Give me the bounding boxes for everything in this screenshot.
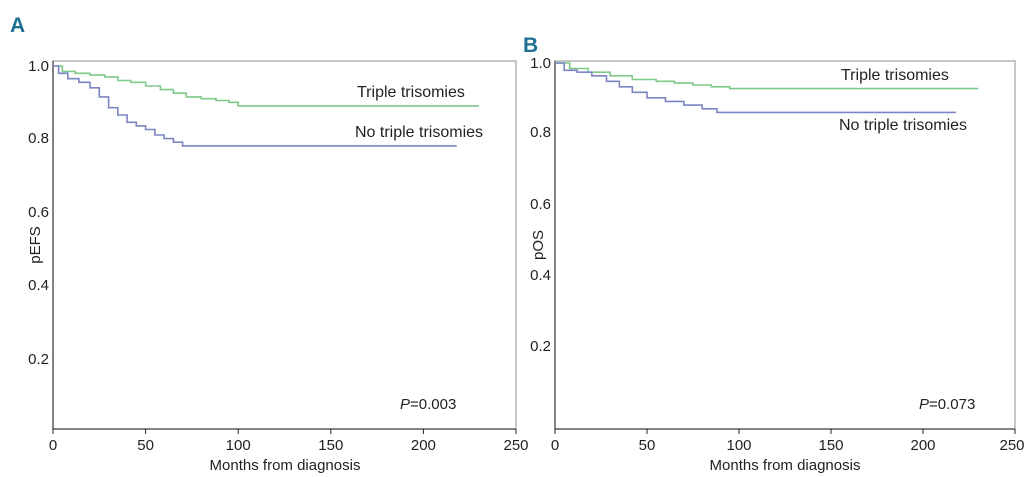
panel-a-x-tick-label: 100 (226, 437, 251, 454)
panel-a-series-label-no-triple-trisomies: No triple trisomies (355, 124, 483, 141)
panel-b-y-tick-label: 0.4 (530, 267, 551, 284)
panel-b-x-tick-label: 250 (999, 437, 1024, 454)
panel-b-x-tick-label: 200 (910, 437, 935, 454)
panel-b-y-tick-label: 1.0 (530, 55, 551, 72)
panel-a-y-tick-label: 0.4 (28, 277, 49, 294)
panel-b-y-tick-label: 0.8 (530, 124, 551, 141)
panel-b-x-tick-label: 50 (639, 437, 656, 454)
panel-a-x-tick-label: 200 (411, 437, 436, 454)
panel-a-x-tick-label: 0 (49, 437, 57, 454)
panel-b-y-tick-label: 0.6 (530, 196, 551, 213)
panel-a-y-axis-label: pEFS (27, 226, 44, 264)
panel-a-y-tick-label: 0.2 (28, 351, 49, 368)
panel-a-y-tick-label: 0.8 (28, 130, 49, 147)
panel-a-y-ticks: 1.0 0.8 0.6 0.4 0.2 (28, 58, 49, 368)
panel-b-p-value: P=0.073 (919, 396, 975, 413)
panel-a-letter: A (10, 14, 25, 37)
panel-a-plot-frame (52, 60, 517, 430)
panel-a-x-tick-label: 250 (503, 437, 528, 454)
panel-b-series-label-triple-trisomies: Triple trisomies (841, 67, 949, 84)
panel-b-x-tick-label: 150 (818, 437, 843, 454)
panel-b-y-tick-label: 0.2 (530, 338, 551, 355)
panel-a-p-value-number: =0.003 (410, 396, 456, 413)
panel-a-p-value-letter: P (400, 396, 410, 413)
panel-b-x-tick-label: 0 (551, 437, 559, 454)
panel-a-p-value: P=0.003 (400, 396, 456, 413)
panel-b-letter: B (523, 34, 538, 57)
panel-a-series-no-triple-trisomies-line (53, 65, 457, 147)
panel-b-y-ticks: 1.0 0.8 0.6 0.4 0.2 (530, 55, 551, 355)
panel-b-p-value-letter: P (919, 396, 929, 413)
panel-a-x-ticks: 0 50 100 150 200 250 (49, 429, 529, 454)
panel-a-series-label-triple-trisomies: Triple trisomies (357, 84, 465, 101)
panel-a-y-tick-label: 1.0 (28, 58, 49, 75)
panel-a-y-tick-label: 0.6 (28, 204, 49, 221)
panel-b-series-no-triple-trisomies-line (555, 62, 957, 114)
panel-a-x-axis-label: Months from diagnosis (210, 457, 361, 474)
panel-a-x-tick-label: 50 (137, 437, 154, 454)
panel-b-x-axis-label: Months from diagnosis (710, 457, 861, 474)
panel-b-p-value-number: =0.073 (929, 396, 975, 413)
panel-b-series-label-no-triple-trisomies: No triple trisomies (839, 117, 967, 134)
panel-a-series-triple-trisomies-line (53, 65, 479, 107)
panel-b-x-ticks: 0 50 100 150 200 250 (551, 429, 1025, 454)
panel-b-series-triple-trisomies-line (555, 62, 979, 90)
panel-a-x-tick-label: 150 (318, 437, 343, 454)
panel-b-x-tick-label: 100 (726, 437, 751, 454)
panel-a: A 0 50 100 150 200 250 1.0 0.8 0.6 0.4 0… (10, 14, 529, 474)
panel-b: B 0 50 100 150 200 250 1.0 0.8 0.6 0.4 0… (523, 34, 1025, 474)
panel-b-y-axis-label: pOS (530, 230, 547, 260)
